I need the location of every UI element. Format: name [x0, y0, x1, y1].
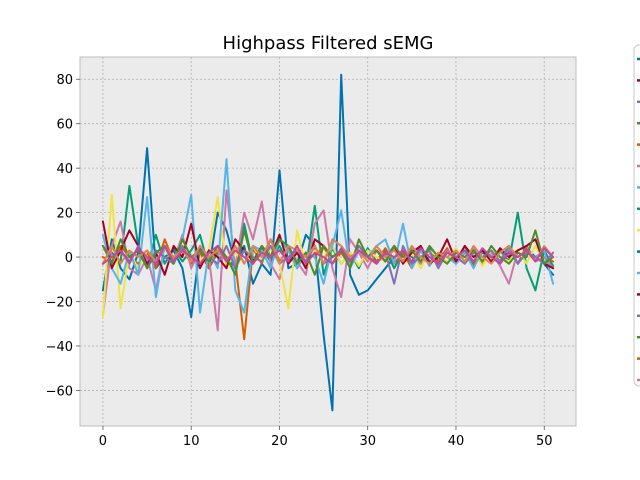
y-tick-label: 40: [56, 162, 73, 177]
y-tick-label: −20: [46, 296, 73, 311]
series-line-11: [101, 244, 555, 265]
x-tick-label: 30: [359, 434, 376, 449]
legend: [633, 44, 640, 387]
y-tick-label: 60: [56, 118, 73, 133]
x-tick-label: 10: [183, 434, 200, 449]
x-tick-label: 40: [448, 434, 465, 449]
series-layer: [101, 73, 555, 412]
y-tick-label: 20: [56, 207, 73, 222]
y-tick-label: −60: [46, 384, 73, 399]
y-tick-label: −40: [46, 340, 73, 355]
y-tick-label: 80: [56, 73, 73, 88]
y-axis: −60 −40 −20 0 20 40 60 80: [46, 73, 80, 399]
chart-title: Highpass Filtered sEMG: [223, 33, 434, 54]
x-axis: 0 10 20 30 40 50: [99, 426, 553, 449]
x-tick-label: 20: [271, 434, 288, 449]
y-tick-label: 0: [65, 251, 73, 266]
x-tick-label: 50: [536, 434, 553, 449]
series-line-10: [101, 238, 555, 265]
legend-box: [633, 44, 640, 387]
plot-frame: [79, 56, 577, 427]
x-tick-label: 0: [99, 434, 107, 449]
